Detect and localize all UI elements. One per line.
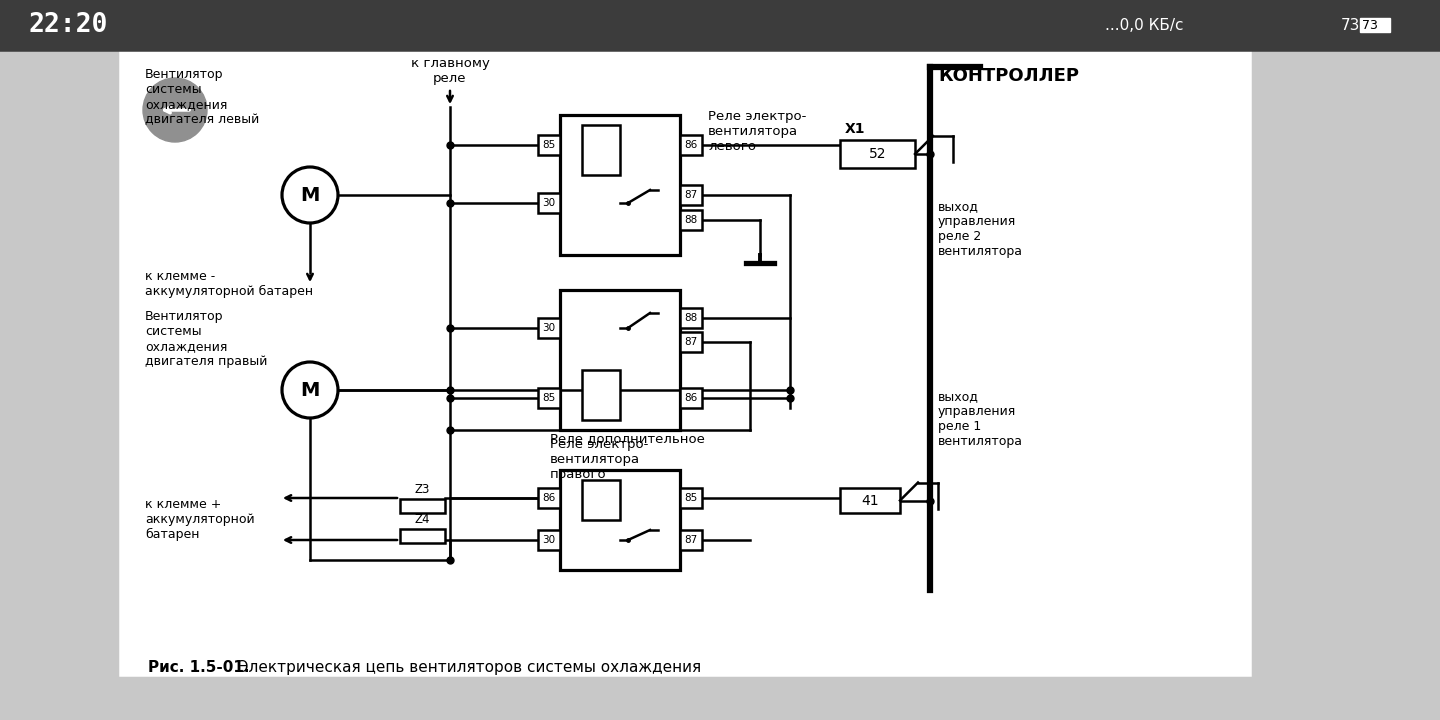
Bar bbox=[680, 135, 703, 155]
Text: 30: 30 bbox=[543, 535, 556, 545]
Text: Рис. 1.5-01.: Рис. 1.5-01. bbox=[148, 660, 249, 675]
Bar bbox=[539, 488, 560, 508]
Text: 88: 88 bbox=[684, 215, 697, 225]
Text: Реле электро-
вентилятора
правого: Реле электро- вентилятора правого bbox=[550, 438, 648, 481]
Text: Реле дополнительное: Реле дополнительное bbox=[550, 432, 704, 445]
Text: 85: 85 bbox=[543, 393, 556, 403]
Bar bbox=[582, 370, 621, 420]
Text: Z4: Z4 bbox=[415, 513, 429, 526]
Bar bbox=[680, 308, 703, 328]
Bar bbox=[0, 0, 1440, 50]
Text: 73: 73 bbox=[1341, 17, 1359, 32]
Text: X1: X1 bbox=[845, 122, 865, 136]
Bar bbox=[560, 290, 680, 430]
Text: 87: 87 bbox=[684, 337, 697, 347]
Bar bbox=[560, 115, 680, 255]
Text: 22:20: 22:20 bbox=[27, 12, 108, 38]
Text: ...0,0 КБ/с: ...0,0 КБ/с bbox=[1104, 17, 1184, 32]
Text: Вентилятор
системы
охлаждения
двигателя левый: Вентилятор системы охлаждения двигателя … bbox=[145, 68, 259, 126]
Text: 41: 41 bbox=[861, 493, 878, 508]
Text: Электрическая цепь вентиляторов системы охлаждения: Электрическая цепь вентиляторов системы … bbox=[233, 660, 701, 675]
Circle shape bbox=[282, 167, 338, 223]
Bar bbox=[120, 50, 1250, 675]
Text: выход
управления
реле 2
вентилятора: выход управления реле 2 вентилятора bbox=[937, 200, 1022, 258]
Text: Реле электро-
вентилятора
левого: Реле электро- вентилятора левого bbox=[708, 110, 806, 153]
Text: к главному
реле: к главному реле bbox=[410, 57, 490, 85]
Text: Z3: Z3 bbox=[415, 483, 429, 496]
Circle shape bbox=[143, 78, 207, 142]
Text: 73: 73 bbox=[1362, 19, 1378, 32]
Bar bbox=[680, 488, 703, 508]
Text: 30: 30 bbox=[543, 198, 556, 208]
Bar bbox=[560, 470, 680, 570]
Text: КОНТРОЛЛЕР: КОНТРОЛЛЕР bbox=[937, 67, 1079, 85]
Bar bbox=[582, 125, 621, 175]
Bar bbox=[680, 210, 703, 230]
Text: 86: 86 bbox=[543, 493, 556, 503]
Text: Вентилятор
системы
охлаждения
двигателя правый: Вентилятор системы охлаждения двигателя … bbox=[145, 310, 268, 368]
Bar bbox=[1359, 18, 1390, 32]
Text: 85: 85 bbox=[543, 140, 556, 150]
Bar bbox=[539, 135, 560, 155]
Text: 87: 87 bbox=[684, 535, 697, 545]
Text: 88: 88 bbox=[684, 313, 697, 323]
Text: 85: 85 bbox=[684, 493, 697, 503]
Bar bbox=[680, 388, 703, 408]
Bar bbox=[840, 140, 914, 168]
Bar bbox=[539, 193, 560, 213]
Text: 86: 86 bbox=[684, 393, 697, 403]
Bar bbox=[840, 488, 900, 513]
Bar bbox=[539, 530, 560, 550]
Bar bbox=[539, 318, 560, 338]
Text: 87: 87 bbox=[684, 190, 697, 200]
Text: M: M bbox=[301, 186, 320, 204]
Bar bbox=[400, 499, 445, 513]
Text: 52: 52 bbox=[868, 147, 886, 161]
Text: к клемме +
аккумуляторной
батарен: к клемме + аккумуляторной батарен bbox=[145, 498, 255, 541]
Bar bbox=[400, 529, 445, 543]
Bar bbox=[582, 480, 621, 520]
Text: M: M bbox=[301, 380, 320, 400]
Text: к клемме -
аккумуляторной батарен: к клемме - аккумуляторной батарен bbox=[145, 270, 312, 298]
Circle shape bbox=[282, 362, 338, 418]
Text: 30: 30 bbox=[543, 323, 556, 333]
Text: 86: 86 bbox=[684, 140, 697, 150]
Bar bbox=[680, 332, 703, 352]
Bar bbox=[680, 185, 703, 205]
Text: выход
управления
реле 1
вентилятора: выход управления реле 1 вентилятора bbox=[937, 390, 1022, 448]
Bar bbox=[680, 530, 703, 550]
Bar bbox=[539, 388, 560, 408]
